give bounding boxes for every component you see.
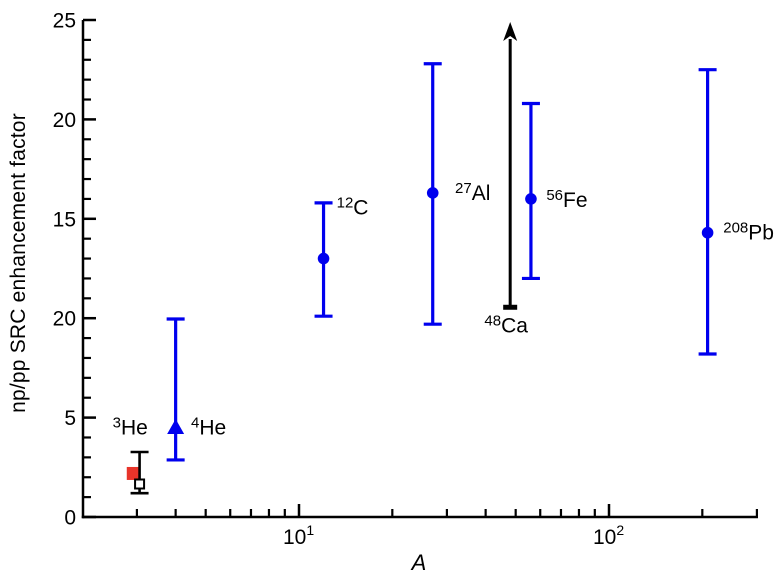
y-tick-label: 5 xyxy=(64,407,76,430)
point-label-27Al: 27Al xyxy=(455,180,490,205)
marker-circle xyxy=(525,193,537,205)
data-point-27Al: 27Al xyxy=(423,62,490,326)
x-tick-label: 101 xyxy=(283,522,314,549)
data-point-3He-open xyxy=(130,450,149,495)
marker-circle xyxy=(426,187,439,199)
data-point-4He: 4He xyxy=(166,317,226,462)
y-tick-label: 20 xyxy=(53,308,76,331)
point-label-208Pb: 208Pb xyxy=(723,220,774,245)
point-label-3He-measured: 3He xyxy=(113,414,148,439)
y-tick-label: 0 xyxy=(64,507,76,530)
data-point-56Fe: 56Fe xyxy=(521,101,588,281)
y-tick-label: 15 xyxy=(53,208,76,231)
x-axis-title: A xyxy=(411,550,427,575)
point-label-4He: 4He xyxy=(191,415,226,440)
point-label-12C: 12C xyxy=(337,195,369,220)
y-tick-label: 20 xyxy=(53,109,76,132)
y-axis-title: np/pp SRC enhancement factor xyxy=(7,113,30,413)
data-point-3He-measured: 3He xyxy=(113,414,148,480)
marker-open-square xyxy=(134,478,146,490)
point-label-56Fe: 56Fe xyxy=(546,187,587,212)
y-tick-label: 25 xyxy=(53,10,76,33)
marker-triangle xyxy=(167,419,185,435)
data-point-48Ca: 48Ca xyxy=(484,21,528,337)
point-label-48Ca: 48Ca xyxy=(484,312,528,337)
marker-circle xyxy=(701,226,714,239)
data-point-12C: 12C xyxy=(314,195,369,318)
marker-circle xyxy=(317,252,330,265)
marker-filled-square xyxy=(126,466,140,480)
arrow-head xyxy=(503,21,518,41)
x-tick-label: 102 xyxy=(593,522,624,549)
data-point-208Pb: 208Pb xyxy=(698,68,774,356)
